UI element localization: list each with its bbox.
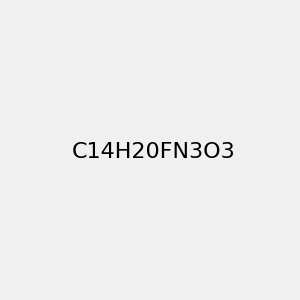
Text: C14H20FN3O3: C14H20FN3O3: [72, 142, 236, 161]
